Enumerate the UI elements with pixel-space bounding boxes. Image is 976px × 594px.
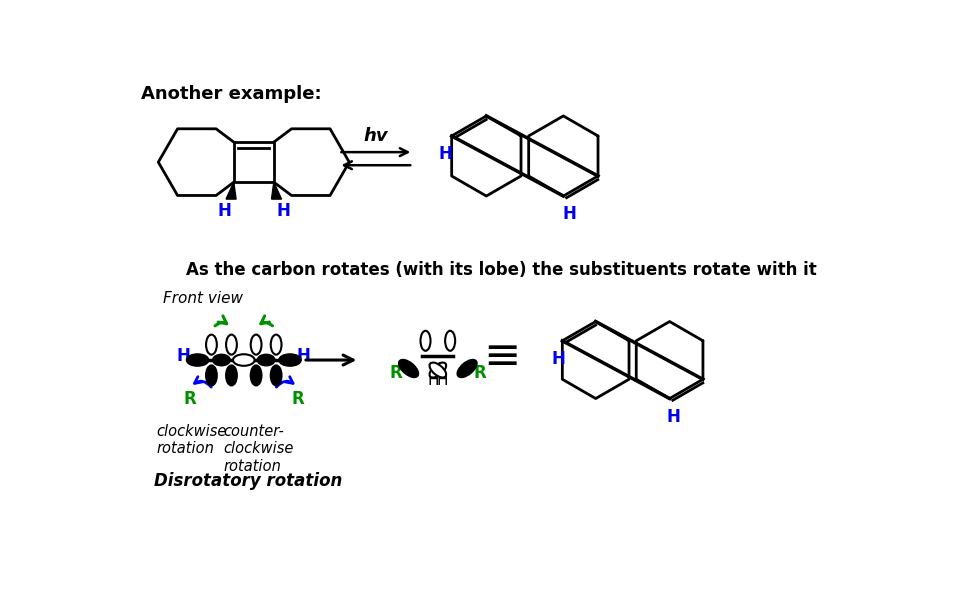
Text: H: H xyxy=(562,206,577,223)
Ellipse shape xyxy=(233,354,255,366)
Ellipse shape xyxy=(458,360,476,377)
Ellipse shape xyxy=(251,334,262,355)
Polygon shape xyxy=(271,182,281,199)
Text: ≡: ≡ xyxy=(483,334,520,378)
Ellipse shape xyxy=(251,365,262,386)
Text: H: H xyxy=(436,373,448,388)
Ellipse shape xyxy=(226,365,237,386)
Ellipse shape xyxy=(186,354,208,366)
Text: H: H xyxy=(667,407,680,426)
Text: H: H xyxy=(218,202,231,220)
Text: As the carbon rotates (with its lobe) the substituents rotate with it: As the carbon rotates (with its lobe) th… xyxy=(186,261,817,279)
Ellipse shape xyxy=(226,334,237,355)
Text: Another example:: Another example: xyxy=(142,85,322,103)
Text: clockwise
rotation: clockwise rotation xyxy=(157,424,227,456)
Text: R: R xyxy=(183,390,196,407)
Ellipse shape xyxy=(279,354,301,366)
Ellipse shape xyxy=(270,365,281,386)
Ellipse shape xyxy=(206,334,217,355)
Text: H: H xyxy=(438,145,453,163)
Ellipse shape xyxy=(429,362,446,378)
Text: R: R xyxy=(389,364,403,382)
Text: H: H xyxy=(297,347,310,365)
Ellipse shape xyxy=(445,331,455,351)
Text: H: H xyxy=(177,347,190,365)
Polygon shape xyxy=(226,182,236,199)
Ellipse shape xyxy=(213,355,230,365)
Ellipse shape xyxy=(421,331,430,351)
Text: H: H xyxy=(276,202,290,220)
Text: counter-
clockwise
rotation: counter- clockwise rotation xyxy=(223,424,294,474)
Ellipse shape xyxy=(399,360,418,377)
Text: H: H xyxy=(427,373,439,388)
Text: Disrotatory rotation: Disrotatory rotation xyxy=(153,472,342,489)
Ellipse shape xyxy=(258,355,274,365)
Ellipse shape xyxy=(270,334,281,355)
Ellipse shape xyxy=(429,362,446,378)
Ellipse shape xyxy=(206,365,217,386)
Text: R: R xyxy=(291,390,305,407)
Text: hv: hv xyxy=(363,127,388,145)
Text: H: H xyxy=(551,350,565,368)
Text: Front view: Front view xyxy=(163,290,243,306)
Text: R: R xyxy=(473,364,486,382)
